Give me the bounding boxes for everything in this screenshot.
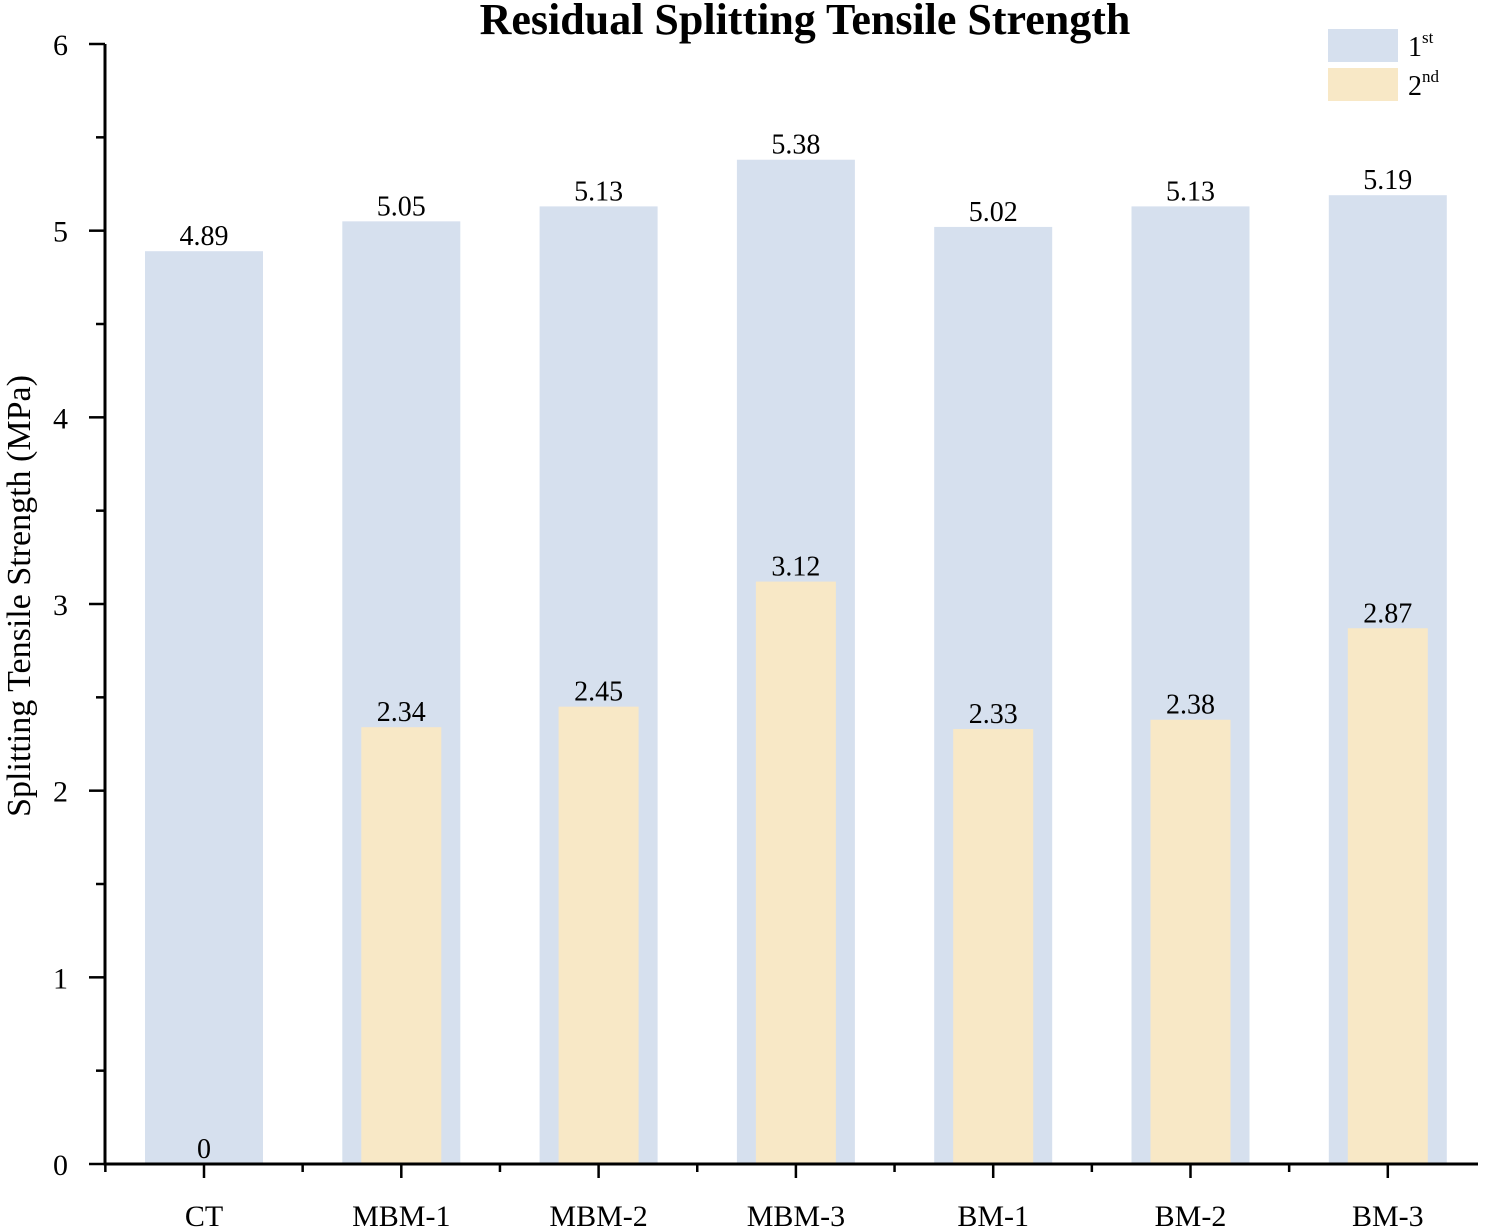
data-label-2nd-bm-3: 2.87 [1363, 598, 1412, 629]
data-label-2nd-ct: 0 [197, 1134, 211, 1165]
y-tick-label: 6 [53, 29, 68, 62]
bar-2nd-bm-1 [953, 729, 1034, 1164]
bar-2nd-mbm-2 [558, 706, 639, 1164]
y-tick-label: 2 [53, 776, 68, 809]
x-tick-label-bm-1: BM-1 [957, 1200, 1029, 1228]
data-label-2nd-bm-2: 2.38 [1166, 690, 1215, 721]
data-label-1st-bm-2: 5.13 [1166, 176, 1215, 207]
data-labels: 4.89 5.05 5.13 5.38 5.02 5.13 5.19 0 2.34 2.45 3.1… [180, 130, 1413, 1165]
data-label-1st-bm-1: 5.02 [969, 197, 1018, 228]
data-label-1st-bm-3: 5.19 [1363, 165, 1412, 196]
x-tick-label-bm-2: BM-2 [1155, 1200, 1227, 1228]
bar-2nd-bm-3 [1347, 628, 1428, 1164]
y-tick-label: 1 [53, 962, 68, 995]
chart-title: Residual Splitting Tensile Strength [480, 0, 1131, 44]
bar-1st-ct [145, 251, 263, 1164]
data-label-1st-ct: 4.89 [180, 221, 229, 252]
y-tick-label: 3 [53, 589, 68, 622]
legend-label-2nd: 2nd [1408, 67, 1440, 102]
data-label-1st-mbm-1: 5.05 [377, 191, 426, 222]
x-tick-label-mbm-3: MBM-3 [747, 1200, 845, 1228]
y-axis-label: Splitting Tensile Strength (MPa) [1, 375, 38, 817]
legend-label-1st: 1st [1408, 28, 1434, 63]
legend-swatch-2nd [1328, 68, 1398, 101]
bar-2nd-mbm-1 [361, 727, 442, 1164]
data-label-1st-mbm-3: 5.38 [771, 130, 820, 161]
data-label-2nd-bm-1: 2.33 [969, 699, 1018, 730]
data-label-2nd-mbm-1: 2.34 [377, 697, 426, 728]
data-label-2nd-mbm-2: 2.45 [574, 677, 623, 708]
bar-2nd-mbm-3 [755, 581, 836, 1164]
x-tick-label-bm-3: BM-3 [1352, 1200, 1424, 1228]
series-2nd-bars [361, 581, 1428, 1164]
axes: 0 1 2 3 4 5 6 CT MBM-1 MBM-2 MBM-3 BM-1 BM-2 BM-3 [53, 29, 1478, 1228]
y-tick-label: 5 [53, 216, 68, 249]
bar-2nd-bm-2 [1150, 719, 1231, 1164]
data-label-1st-mbm-2: 5.13 [574, 176, 623, 207]
data-label-2nd-mbm-3: 3.12 [771, 552, 820, 583]
legend-swatch-1st [1328, 29, 1398, 62]
x-tick-label-mbm-1: MBM-1 [352, 1200, 450, 1228]
x-tick-label-mbm-2: MBM-2 [549, 1200, 647, 1228]
y-tick-label: 0 [53, 1149, 68, 1182]
x-tick-label-ct: CT [185, 1200, 223, 1228]
y-tick-label: 4 [53, 402, 68, 435]
